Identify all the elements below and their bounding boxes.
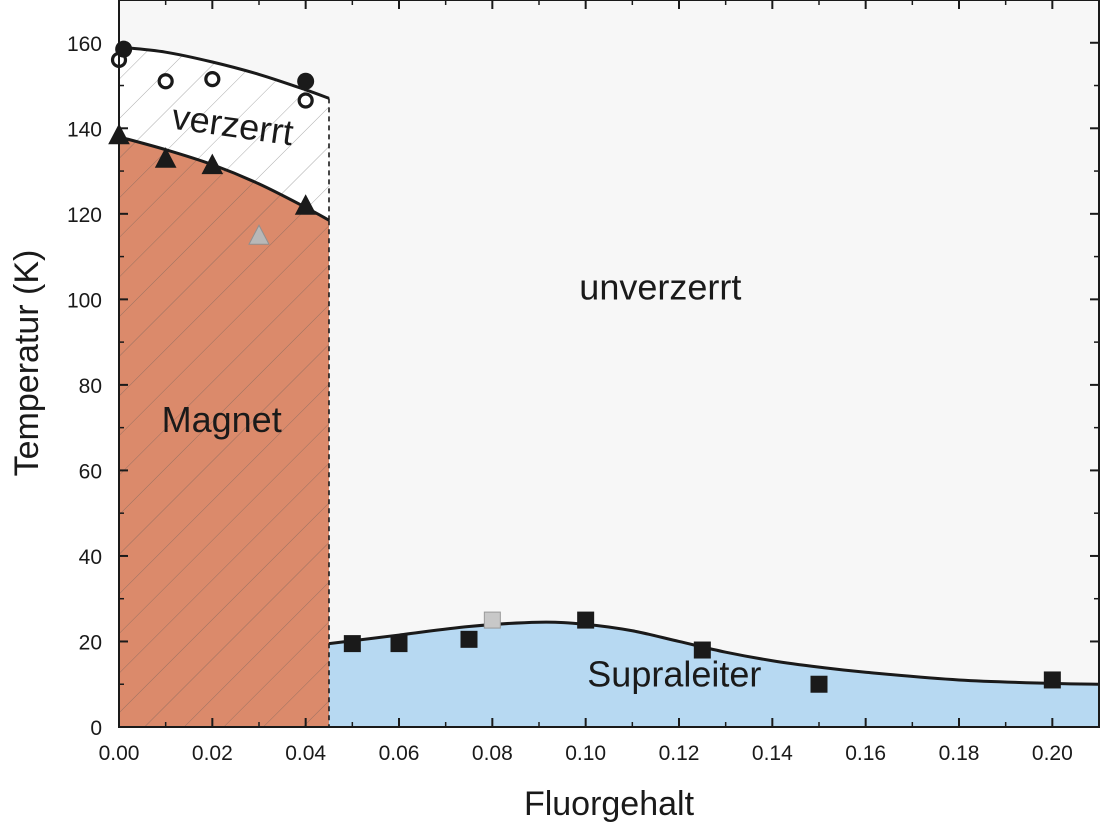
x-tick-label-2: 0.04	[285, 742, 326, 765]
x-tick-label-4: 0.08	[472, 742, 513, 765]
region-label-unverzerrt: unverzerrt	[579, 266, 741, 307]
marker-circle-open-0-3	[297, 92, 314, 109]
marker-circle-open-0-2	[204, 71, 221, 88]
y-tick-label-1: 20	[79, 631, 102, 654]
phase-regions	[119, 0, 1099, 727]
marker-triangle-2-2	[201, 153, 224, 175]
marker-square-5-0	[483, 611, 501, 629]
marker-square-4-3	[577, 611, 595, 629]
marker-square-4-6	[1043, 671, 1061, 689]
x-tick-label-0: 0.00	[99, 742, 140, 765]
y-axis-title: Temperatur (K)	[8, 250, 46, 477]
y-tick-label-8: 160	[67, 33, 102, 56]
marker-square-4-0	[343, 635, 361, 653]
x-tick-label-9: 0.18	[939, 742, 980, 765]
boundary-upper	[119, 45, 330, 100]
x-axis: 0.00 0.02 0.04 0.06 0.08 0.10 0.12 0.14 0.16 0.18…	[99, 0, 1073, 765]
x-tick-label-1: 0.02	[192, 742, 233, 765]
x-axis-title: Fluorgehalt	[524, 785, 695, 823]
x-tick-label-7: 0.14	[752, 742, 793, 765]
marker-square-4-5	[810, 675, 828, 693]
region-verzerrt-hatch	[119, 47, 329, 221]
y-tick-label-4: 80	[79, 375, 102, 398]
x-tick-label-8: 0.16	[845, 742, 886, 765]
y-axis: 0 20 40 60 80 100 120 140 160	[67, 0, 1099, 740]
y-tick-label-5: 100	[67, 289, 102, 312]
x-tick-label-10: 0.20	[1032, 742, 1073, 765]
marker-circle-open-0-1	[157, 73, 174, 90]
marker-triangle-2-3	[294, 194, 317, 215]
region-label-magnet: Magnet	[162, 399, 282, 440]
y-tick-label-6: 120	[67, 204, 102, 227]
data-markers	[108, 40, 1061, 693]
marker-triangle-3-0	[248, 224, 270, 245]
y-tick-label-3: 60	[79, 460, 102, 483]
x-tick-label-3: 0.06	[379, 742, 420, 765]
marker-square-4-1	[390, 635, 408, 653]
plot-frame	[118, 0, 1100, 728]
marker-circle-filled-1-1	[297, 72, 315, 90]
y-tick-label-2: 40	[79, 546, 102, 569]
marker-triangle-2-1	[154, 147, 177, 168]
x-tick-label-5: 0.10	[565, 742, 606, 765]
y-tick-label-7: 140	[67, 118, 102, 141]
region-supraleiter	[329, 622, 1099, 727]
region-labels: verzerrt Magnet unverzerrt Supraleiter	[162, 96, 762, 695]
region-label-supraleiter: Supraleiter	[587, 653, 761, 694]
y-tick-label-0: 0	[90, 717, 102, 740]
marker-square-4-2	[460, 630, 478, 648]
marker-square-4-4	[693, 641, 711, 659]
region-magnet-hatch	[119, 136, 329, 727]
x-tick-label-6: 0.12	[659, 742, 700, 765]
